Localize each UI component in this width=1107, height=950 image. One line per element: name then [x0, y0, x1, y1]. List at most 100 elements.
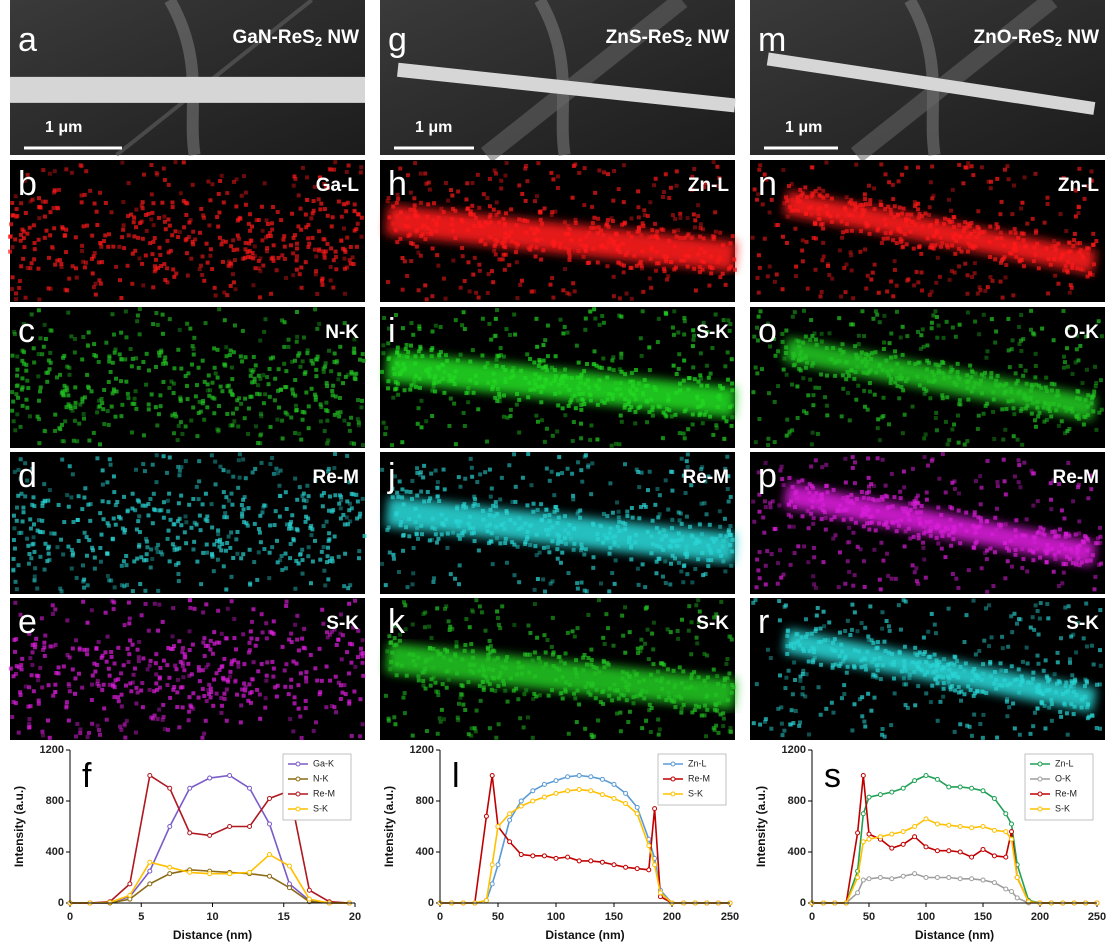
- signal-dot: [134, 407, 138, 411]
- noise-dot: [550, 210, 554, 214]
- signal-dot: [576, 376, 580, 380]
- noise-dot: [1034, 229, 1038, 233]
- noise-dot: [617, 510, 621, 514]
- signal-dot: [553, 368, 557, 372]
- noise-dot: [222, 468, 226, 472]
- signal-dot: [232, 636, 236, 640]
- signal-dot: [544, 662, 548, 666]
- noise-dot: [152, 492, 156, 496]
- signal-dot: [217, 211, 221, 215]
- signal-dot: [197, 665, 201, 669]
- signal-dot: [874, 370, 878, 374]
- noise-dot: [1007, 348, 1011, 352]
- signal-dot: [301, 410, 305, 414]
- noise-dot: [449, 572, 453, 576]
- noise-dot: [325, 442, 329, 446]
- signal-dot: [73, 385, 77, 389]
- signal-dot: [186, 397, 190, 401]
- noise-dot: [576, 460, 580, 464]
- noise-dot: [469, 734, 473, 738]
- noise-dot: [605, 514, 609, 518]
- signal-dot: [596, 537, 600, 541]
- noise-dot: [535, 553, 539, 557]
- signal-dot: [13, 650, 17, 654]
- signal-dot: [419, 524, 423, 528]
- signal-dot: [229, 244, 233, 248]
- noise-dot: [485, 440, 489, 444]
- signal-dot: [633, 541, 637, 545]
- noise-dot: [791, 315, 795, 319]
- noise-dot: [976, 292, 980, 296]
- noise-dot: [227, 260, 231, 264]
- noise-dot: [806, 393, 810, 397]
- signal-dot: [253, 522, 257, 526]
- noise-dot: [138, 582, 142, 586]
- noise-dot: [561, 288, 565, 292]
- signal-dot: [681, 669, 685, 673]
- signal-dot: [168, 696, 172, 700]
- noise-dot: [292, 174, 296, 178]
- signal-dot: [610, 698, 614, 702]
- signal-dot: [170, 200, 174, 204]
- signal-dot: [488, 513, 492, 517]
- signal-dot: [1078, 397, 1082, 401]
- noise-dot: [936, 256, 940, 260]
- signal-dot: [179, 523, 183, 527]
- noise-dot: [709, 271, 713, 275]
- signal-dot: [1014, 255, 1018, 259]
- title-text: ZnO-ReS: [974, 27, 1055, 48]
- signal-dot: [299, 228, 303, 232]
- signal-dot: [207, 373, 211, 377]
- signal-dot: [354, 372, 358, 376]
- signal-dot: [464, 391, 468, 395]
- signal-dot: [145, 552, 149, 556]
- signal-dot: [188, 704, 192, 708]
- signal-dot: [796, 195, 800, 199]
- noise-dot: [142, 173, 146, 177]
- noise-dot: [549, 171, 553, 175]
- noise-dot: [567, 258, 571, 262]
- noise-dot: [384, 583, 388, 587]
- signal-dot: [657, 404, 661, 408]
- noise-dot: [161, 620, 165, 624]
- noise-dot: [830, 277, 834, 281]
- signal-dot: [584, 244, 588, 248]
- signal-dot: [76, 518, 80, 522]
- signal-dot: [225, 515, 229, 519]
- signal-dot: [92, 662, 96, 666]
- noise-dot: [657, 317, 661, 321]
- noise-dot: [516, 697, 520, 701]
- signal-dot: [109, 650, 113, 654]
- signal-dot: [941, 371, 945, 375]
- signal-dot: [892, 215, 896, 219]
- signal-dot: [696, 396, 700, 400]
- noise-dot: [517, 580, 521, 584]
- noise-dot: [87, 438, 91, 442]
- noise-dot: [18, 279, 22, 283]
- noise-dot: [252, 560, 256, 564]
- signal-dot: [154, 681, 158, 685]
- signal-dot: [242, 694, 246, 698]
- signal-dot: [347, 671, 351, 675]
- noise-dot: [899, 336, 903, 340]
- noise-dot: [156, 717, 160, 721]
- signal-dot: [479, 239, 483, 243]
- noise-dot: [165, 471, 169, 475]
- signal-dot: [239, 556, 243, 560]
- noise-dot: [149, 566, 153, 570]
- noise-dot: [421, 612, 425, 616]
- noise-dot: [500, 604, 504, 608]
- signal-dot: [804, 212, 808, 216]
- signal-dot: [417, 678, 421, 682]
- signal-dot: [1022, 232, 1026, 236]
- signal-dot: [521, 218, 525, 222]
- signal-dot: [112, 695, 116, 699]
- signal-dot: [198, 231, 202, 235]
- noise-dot: [864, 287, 868, 291]
- signal-dot: [1024, 406, 1028, 410]
- noise-dot: [653, 222, 657, 226]
- signal-dot: [158, 246, 162, 250]
- noise-dot: [682, 359, 686, 363]
- noise-dot: [37, 297, 41, 301]
- noise-dot: [761, 516, 765, 520]
